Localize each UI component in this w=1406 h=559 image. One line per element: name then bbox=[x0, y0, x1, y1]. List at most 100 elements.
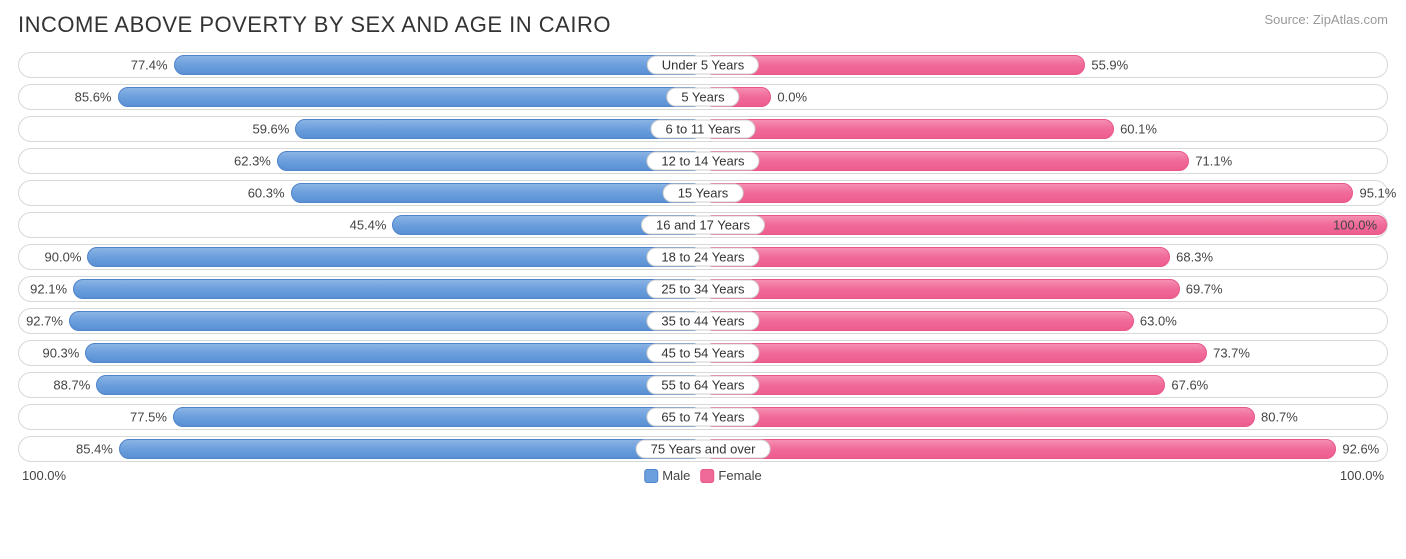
category-label: 15 Years bbox=[663, 184, 744, 203]
category-label: 35 to 44 Years bbox=[646, 312, 759, 331]
male-value: 62.3% bbox=[234, 154, 271, 169]
male-half: 85.4% bbox=[19, 437, 703, 461]
female-half: 68.3% bbox=[703, 245, 1387, 269]
female-half: 55.9% bbox=[703, 53, 1387, 77]
male-value: 77.4% bbox=[131, 58, 168, 73]
male-swatch-icon bbox=[644, 469, 658, 483]
chart-header: INCOME ABOVE POVERTY BY SEX AND AGE IN C… bbox=[18, 12, 1388, 38]
female-bar bbox=[703, 343, 1207, 363]
male-value: 77.5% bbox=[130, 410, 167, 425]
male-half: 90.3% bbox=[19, 341, 703, 365]
category-label: 18 to 24 Years bbox=[646, 248, 759, 267]
female-half: 92.6% bbox=[703, 437, 1387, 461]
category-label: 16 and 17 Years bbox=[641, 216, 765, 235]
female-value: 73.7% bbox=[1213, 346, 1250, 361]
male-half: 77.5% bbox=[19, 405, 703, 429]
male-bar bbox=[69, 311, 703, 331]
male-value: 60.3% bbox=[248, 186, 285, 201]
female-value: 63.0% bbox=[1140, 314, 1177, 329]
female-bar bbox=[703, 183, 1353, 203]
bar-row: 60.3% 95.1%15 Years bbox=[18, 180, 1388, 206]
category-label: 55 to 64 Years bbox=[646, 376, 759, 395]
category-label: 5 Years bbox=[666, 88, 739, 107]
bar-row: 88.7% 67.6% 55 to 64 Years bbox=[18, 372, 1388, 398]
male-half: 92.7% bbox=[19, 309, 703, 333]
male-value: 59.6% bbox=[252, 122, 289, 137]
male-value: 85.6% bbox=[75, 90, 112, 105]
female-value: 67.6% bbox=[1171, 378, 1208, 393]
legend-male: Male bbox=[644, 468, 690, 483]
bar-row: 77.5% 80.7% 65 to 74 Years bbox=[18, 404, 1388, 430]
chart-footer: 100.0% Male Female 100.0% bbox=[18, 468, 1388, 483]
diverging-bar-chart: 77.4%55.9%Under 5 Years85.6%0.0%5 Years5… bbox=[18, 52, 1388, 462]
male-half: 92.1% bbox=[19, 277, 703, 301]
male-bar bbox=[173, 407, 703, 427]
female-bar bbox=[703, 247, 1170, 267]
legend-female-label: Female bbox=[718, 468, 761, 483]
chart-title: INCOME ABOVE POVERTY BY SEX AND AGE IN C… bbox=[18, 12, 611, 38]
female-bar bbox=[703, 439, 1336, 459]
female-bar bbox=[703, 311, 1134, 331]
female-value: 100.0% bbox=[1333, 218, 1377, 233]
bar-row: 45.4% 100.0% 16 and 17 Years bbox=[18, 212, 1388, 238]
category-label: 65 to 74 Years bbox=[646, 408, 759, 427]
legend-female: Female bbox=[700, 468, 761, 483]
female-value: 92.6% bbox=[1342, 442, 1379, 457]
chart-source: Source: ZipAtlas.com bbox=[1264, 12, 1388, 27]
bar-row: 59.6% 60.1% 6 to 11 Years bbox=[18, 116, 1388, 142]
male-value: 85.4% bbox=[76, 442, 113, 457]
female-half: 73.7% bbox=[703, 341, 1387, 365]
axis-right-label: 100.0% bbox=[703, 468, 1388, 483]
male-bar bbox=[73, 279, 703, 299]
female-bar bbox=[703, 215, 1387, 235]
male-bar bbox=[291, 183, 703, 203]
female-value: 80.7% bbox=[1261, 410, 1298, 425]
bar-row: 90.0% 68.3% 18 to 24 Years bbox=[18, 244, 1388, 270]
female-half: 67.6% bbox=[703, 373, 1387, 397]
legend-male-label: Male bbox=[662, 468, 690, 483]
male-value: 90.3% bbox=[42, 346, 79, 361]
category-label: 12 to 14 Years bbox=[646, 152, 759, 171]
male-bar bbox=[96, 375, 703, 395]
male-bar bbox=[85, 343, 703, 363]
female-bar bbox=[703, 119, 1114, 139]
male-half: 90.0% bbox=[19, 245, 703, 269]
male-bar bbox=[119, 439, 703, 459]
bar-row: 92.7% 63.0% 35 to 44 Years bbox=[18, 308, 1388, 334]
female-half: 0.0% bbox=[703, 85, 1387, 109]
female-value: 0.0% bbox=[777, 90, 807, 105]
category-label: 45 to 54 Years bbox=[646, 344, 759, 363]
female-half: 95.1% bbox=[703, 181, 1387, 205]
female-value: 95.1% bbox=[1359, 186, 1396, 201]
female-value: 68.3% bbox=[1176, 250, 1213, 265]
category-label: 25 to 34 Years bbox=[646, 280, 759, 299]
female-swatch-icon bbox=[700, 469, 714, 483]
female-half: 60.1% bbox=[703, 117, 1387, 141]
male-value: 88.7% bbox=[53, 378, 90, 393]
bar-row: 85.4% 92.6% 75 Years and over bbox=[18, 436, 1388, 462]
female-bar bbox=[703, 279, 1180, 299]
bar-row: 85.6% 0.0% 5 Years bbox=[18, 84, 1388, 110]
male-value: 45.4% bbox=[350, 218, 387, 233]
female-half: 100.0% bbox=[703, 213, 1387, 237]
female-bar bbox=[703, 151, 1189, 171]
female-bar bbox=[703, 375, 1165, 395]
category-label: 75 Years and over bbox=[636, 440, 771, 459]
female-bar bbox=[703, 407, 1255, 427]
category-label: 6 to 11 Years bbox=[651, 120, 756, 139]
bar-row: 77.4%55.9%Under 5 Years bbox=[18, 52, 1388, 78]
female-half: 80.7% bbox=[703, 405, 1387, 429]
male-half: 85.6% bbox=[19, 85, 703, 109]
male-bar bbox=[277, 151, 703, 171]
female-bar bbox=[703, 55, 1085, 75]
female-value: 69.7% bbox=[1186, 282, 1223, 297]
legend: Male Female bbox=[644, 468, 762, 483]
male-value: 92.1% bbox=[30, 282, 67, 297]
female-value: 60.1% bbox=[1120, 122, 1157, 137]
bar-row: 62.3%71.1%12 to 14 Years bbox=[18, 148, 1388, 174]
male-value: 90.0% bbox=[45, 250, 82, 265]
male-half: 59.6% bbox=[19, 117, 703, 141]
bar-row: 90.3% 73.7% 45 to 54 Years bbox=[18, 340, 1388, 366]
bar-row: 92.1% 69.7% 25 to 34 Years bbox=[18, 276, 1388, 302]
female-value: 55.9% bbox=[1091, 58, 1128, 73]
